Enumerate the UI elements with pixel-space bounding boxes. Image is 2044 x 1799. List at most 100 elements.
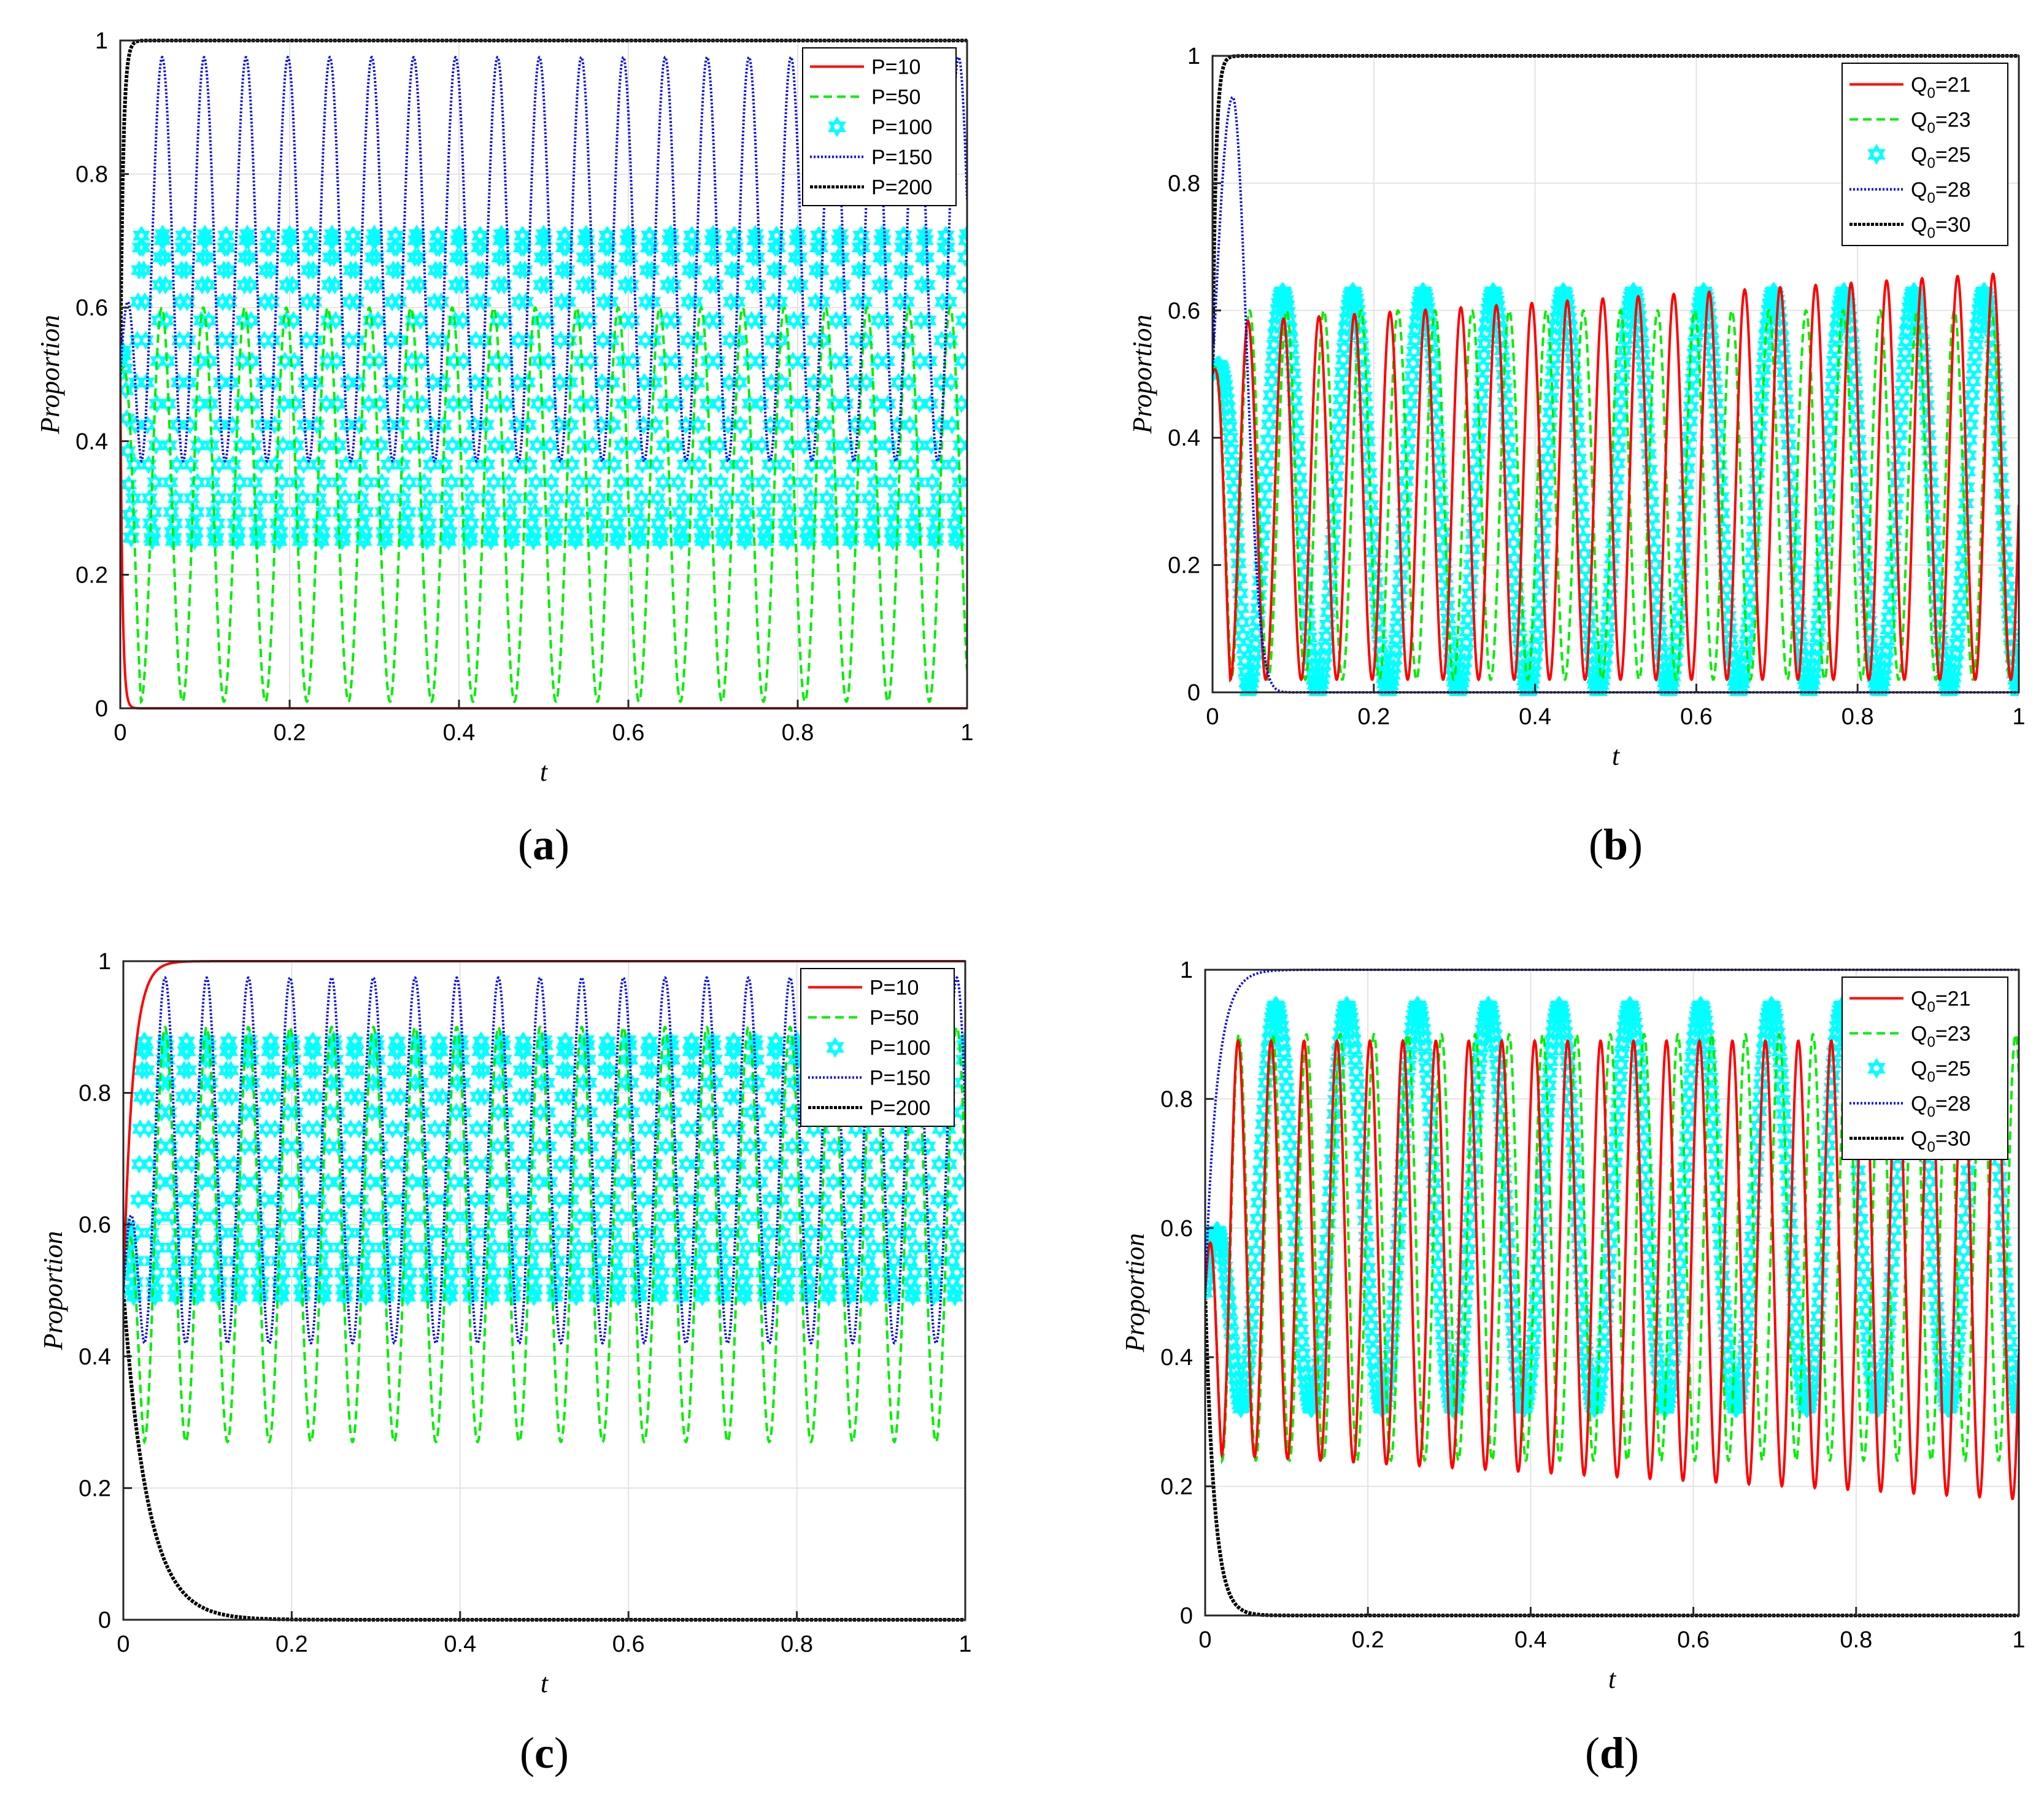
data-point xyxy=(468,1155,485,1174)
caption-letter: a xyxy=(533,820,555,869)
data-point xyxy=(791,248,808,267)
data-point xyxy=(643,1061,660,1080)
data-point xyxy=(673,528,690,547)
data-point xyxy=(718,489,735,508)
data-point xyxy=(480,489,496,508)
data-point xyxy=(902,455,919,474)
data-point xyxy=(1601,592,1618,611)
data-point xyxy=(541,1137,558,1156)
data-point xyxy=(1776,362,1792,382)
legend-label: Q0=21 xyxy=(1911,74,1971,102)
data-point xyxy=(316,473,333,492)
data-point xyxy=(1507,563,1524,583)
data-point xyxy=(526,502,544,522)
data-point xyxy=(419,528,436,547)
data-point xyxy=(257,1155,274,1174)
data-point xyxy=(472,226,489,246)
data-point xyxy=(594,1155,611,1174)
legend-label: P=100 xyxy=(870,1037,930,1060)
data-point xyxy=(199,275,217,295)
data-point xyxy=(129,1223,146,1243)
data-point xyxy=(1880,608,1897,627)
data-point xyxy=(120,381,134,400)
data-point xyxy=(425,1155,442,1174)
data-point xyxy=(558,1042,576,1061)
data-point xyxy=(260,226,277,246)
data-point xyxy=(1611,422,1628,442)
data-point xyxy=(821,1280,838,1299)
data-point xyxy=(434,1087,451,1107)
data-point xyxy=(277,1172,295,1192)
data-point xyxy=(676,1223,693,1243)
data-point xyxy=(695,522,712,542)
data-point xyxy=(484,502,501,522)
data-point xyxy=(2010,683,2019,696)
data-point xyxy=(1331,404,1348,424)
data-point xyxy=(817,1252,835,1271)
data-point xyxy=(907,522,924,542)
data-point xyxy=(277,1207,294,1226)
data-point xyxy=(141,1155,158,1174)
data-point xyxy=(631,528,648,547)
data-point xyxy=(782,1207,799,1226)
data-point xyxy=(546,528,563,547)
data-point xyxy=(601,1061,619,1080)
data-point xyxy=(1745,527,1762,547)
data-point xyxy=(685,1061,703,1080)
data-point xyxy=(1259,446,1276,465)
data-point xyxy=(551,373,568,392)
data-point xyxy=(466,1190,484,1210)
data-point xyxy=(358,473,376,492)
data-point xyxy=(541,394,558,414)
data-point xyxy=(272,522,289,542)
data-point xyxy=(487,394,504,414)
data-point xyxy=(1896,355,1913,374)
data-point xyxy=(819,489,835,508)
data-point xyxy=(801,514,819,533)
data-point xyxy=(738,1263,755,1282)
x-tick-label: 0.2 xyxy=(1352,1627,1384,1653)
data-point xyxy=(796,436,813,455)
data-point xyxy=(858,373,875,392)
data-point xyxy=(261,238,279,257)
series-p-50 xyxy=(120,306,967,705)
data-point xyxy=(443,1263,460,1282)
data-point xyxy=(179,292,196,312)
data-point xyxy=(1474,370,1491,390)
data-point xyxy=(309,1119,326,1139)
data-point xyxy=(455,351,472,371)
data-point xyxy=(1646,555,1664,575)
data-point xyxy=(1225,465,1242,485)
data-point xyxy=(711,436,728,455)
data-point xyxy=(668,394,685,414)
data-point xyxy=(453,1050,471,1070)
data-point xyxy=(1233,598,1250,618)
legend-label-rest: =23 xyxy=(1935,1023,1971,1046)
data-point xyxy=(201,351,218,371)
data-point xyxy=(488,1172,505,1192)
data-point xyxy=(272,502,290,522)
data-point xyxy=(1389,606,1406,626)
data-point xyxy=(463,514,480,533)
data-point xyxy=(1681,427,1698,446)
data-point xyxy=(476,1087,493,1107)
data-point xyxy=(1502,486,1519,505)
data-point xyxy=(445,394,462,414)
data-point xyxy=(846,1190,863,1210)
data-point xyxy=(120,441,136,461)
data-point xyxy=(592,1223,609,1243)
y-tick-label: 0.8 xyxy=(79,1081,111,1107)
data-point xyxy=(1257,478,1274,497)
data-point xyxy=(696,502,713,522)
legend-item: Q0=30 xyxy=(1849,214,1971,242)
data-point xyxy=(337,489,353,508)
data-point xyxy=(137,1042,155,1061)
data-point xyxy=(698,1207,715,1226)
data-point xyxy=(379,1285,396,1304)
x-tick-label: 0.4 xyxy=(1519,704,1551,730)
data-point xyxy=(1358,416,1375,436)
data-point xyxy=(1429,427,1446,446)
data-point xyxy=(401,1263,418,1282)
data-point xyxy=(391,1061,408,1080)
data-point xyxy=(663,1035,680,1055)
